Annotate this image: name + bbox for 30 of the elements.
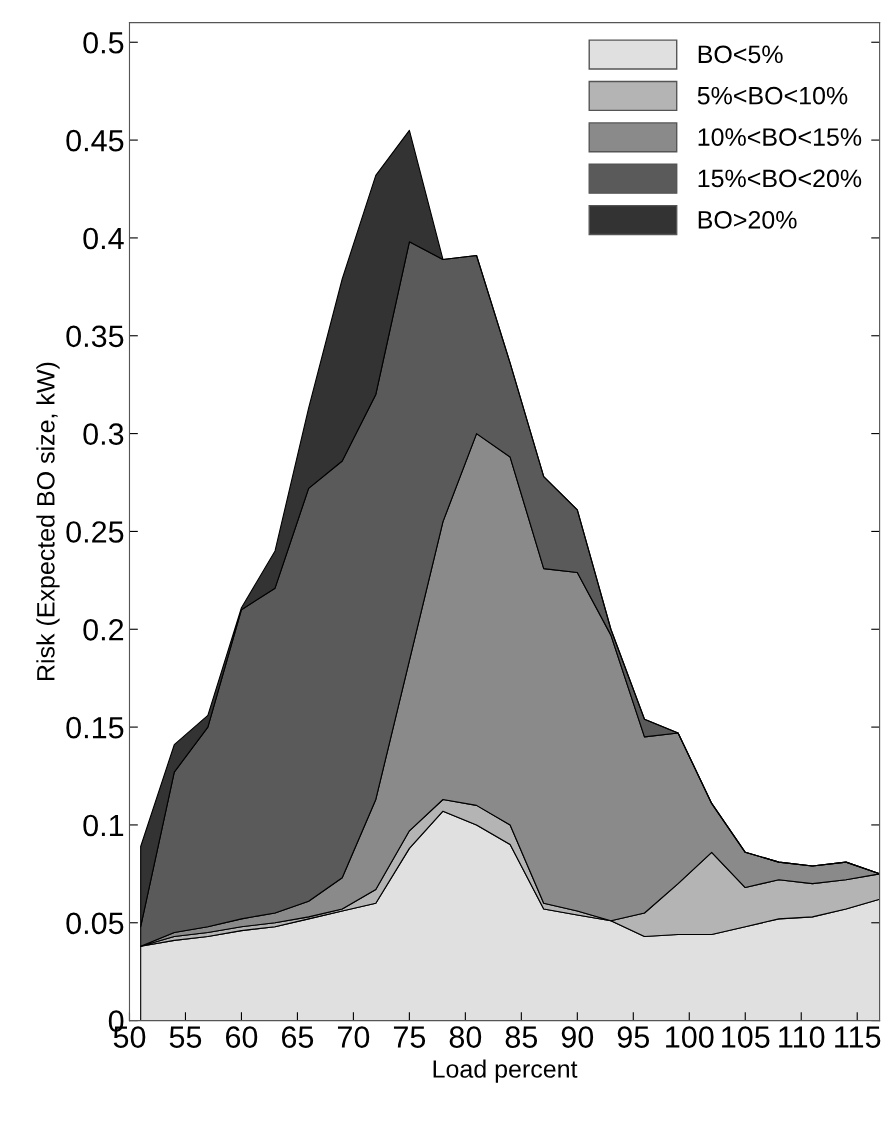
x-tick-label: 105 [722, 1026, 770, 1048]
x-tick-label: 100 [666, 1026, 714, 1048]
legend-label: 15%<BO<20% [698, 169, 862, 188]
x-tick-label: 115 [835, 1026, 881, 1048]
x-tick-label: 55 [169, 1026, 202, 1048]
y-tick-label: 0.4 [83, 227, 124, 250]
x-tick-label: 85 [505, 1026, 538, 1048]
x-tick-label: 80 [449, 1026, 482, 1048]
y-tick-label: 0.45 [66, 129, 124, 152]
legend-label: 5%<BO<10% [697, 86, 848, 105]
x-tick-label: 95 [617, 1026, 650, 1048]
x-axis-title: Load percent [433, 1059, 578, 1083]
x-tick-label: 70 [337, 1026, 370, 1048]
y-tick-label: 0.2 [83, 618, 124, 641]
y-tick-label: 0.5 [83, 31, 124, 54]
legend-label: BO>20% [698, 210, 797, 229]
x-tick-label: 60 [226, 1026, 258, 1048]
x-tick-label: 65 [281, 1026, 314, 1048]
legend-label: BO<5% [698, 45, 783, 64]
y-tick-label: 0.05 [66, 912, 124, 935]
x-tick-label: 110 [779, 1026, 825, 1048]
y-tick-label: 0.3 [83, 423, 124, 445]
y-tick-label: 0.15 [66, 716, 124, 739]
x-tick-label: 90 [561, 1026, 594, 1048]
x-tick-label: 75 [393, 1026, 426, 1048]
y-tick-label: 0.25 [66, 521, 124, 543]
y-tick-label: 0.1 [83, 814, 124, 837]
y-tick-label: 0.35 [66, 325, 124, 348]
y-axis-title: Risk (Expected BO size, kW) [36, 362, 60, 681]
legend-label: 10%<BO<15% [698, 128, 862, 146]
